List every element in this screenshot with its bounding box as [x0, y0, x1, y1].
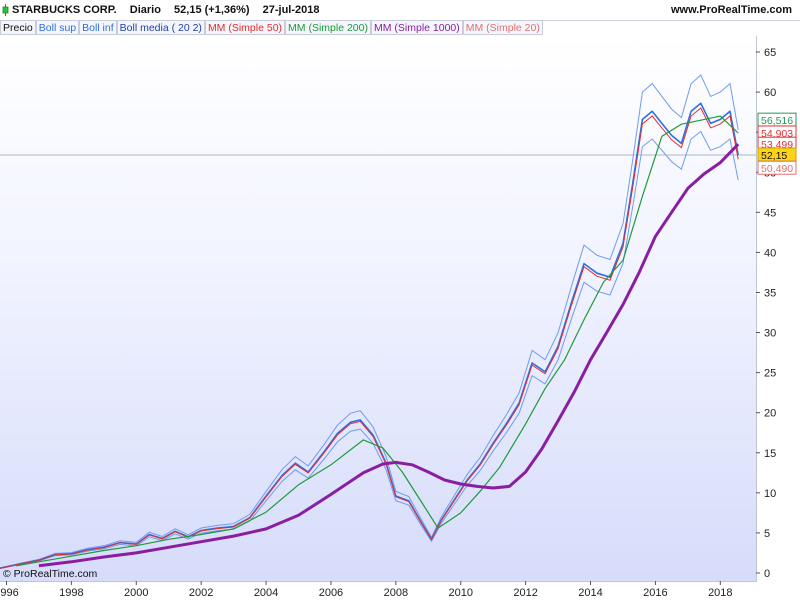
y-tick-label-45: 45	[764, 207, 776, 219]
price-tag-label-3: 52,15	[761, 150, 787, 162]
x-tick-label-2006: 2006	[319, 587, 343, 599]
y-tick-label-20: 20	[764, 408, 776, 420]
x-tick-label-2010: 2010	[448, 587, 472, 599]
legend-item-6[interactable]: MM (Simple 1000)	[370, 20, 463, 35]
x-tick-label-2012: 2012	[513, 587, 537, 599]
price-tag-label-0: 56,516	[761, 115, 793, 127]
x-tick-label-2016: 2016	[643, 587, 667, 599]
x-tick-label-2002: 2002	[189, 587, 213, 599]
x-tick-label-2000: 2000	[124, 587, 148, 599]
quote-value: 52,15 (+1,36%)	[174, 4, 250, 16]
quote-date: 27-jul-2018	[262, 4, 320, 16]
y-tick-label-40: 40	[764, 247, 776, 259]
boll-lower-line	[0, 130, 739, 569]
instrument-name: STARBUCKS CORP.	[12, 4, 117, 16]
legend-item-1[interactable]: Boll sup	[35, 20, 80, 35]
y-tick-label-65: 65	[764, 47, 776, 59]
price-tag-box-4	[757, 160, 797, 175]
series-line-0	[0, 102, 739, 569]
boll-upper-line	[0, 74, 739, 569]
legend-item-5[interactable]: MM (Simple 200)	[285, 20, 371, 35]
series-line-2	[38, 143, 740, 568]
title-bar: STARBUCKS CORP. Diario 52,15 (+1,36%) 27…	[0, 0, 800, 21]
chart-heading: STARBUCKS CORP. Diario 52,15 (+1,36%) 27…	[12, 4, 330, 16]
y-tick-label-5: 5	[764, 528, 770, 540]
site-url: www.ProRealTime.com	[670, 4, 792, 16]
y-tick-label-60: 60	[764, 87, 776, 99]
legend-item-0[interactable]: Precio	[0, 20, 36, 35]
mm50-line	[0, 107, 739, 569]
y-tick-label-30: 30	[764, 328, 776, 340]
x-tick-label-2004: 2004	[254, 587, 278, 599]
x-tick-label-1998: 1998	[59, 587, 83, 599]
series-line-1	[16, 115, 739, 567]
legend-item-4[interactable]: MM (Simple 50)	[204, 20, 286, 35]
candlestick-icon	[2, 4, 9, 16]
period-label: Diario	[129, 4, 161, 16]
chart-area	[0, 36, 757, 582]
indicator-legend: Precio Boll sup Boll inf Boll media ( 20 2)…	[0, 20, 543, 35]
legend-item-7[interactable]: MM (Simple 20)	[462, 20, 543, 35]
x-tick-label-1996: 1996	[0, 587, 19, 599]
x-tick-label-2014: 2014	[578, 587, 602, 599]
legend-item-2[interactable]: Boll inf	[79, 20, 117, 35]
y-tick-label-0: 0	[764, 568, 770, 580]
y-tick-label-35: 35	[764, 287, 776, 299]
copyright-label: © ProRealTime.com	[3, 568, 98, 580]
y-tick-label-15: 15	[764, 448, 776, 460]
y-tick-label-10: 10	[764, 488, 776, 500]
x-tick-label-2018: 2018	[708, 587, 732, 599]
legend-item-3[interactable]: Boll media ( 20 2)	[116, 20, 205, 35]
x-tick-label-2008: 2008	[384, 587, 408, 599]
price-tag-label-4: 50,490	[761, 163, 793, 175]
y-tick-label-25: 25	[764, 368, 776, 380]
